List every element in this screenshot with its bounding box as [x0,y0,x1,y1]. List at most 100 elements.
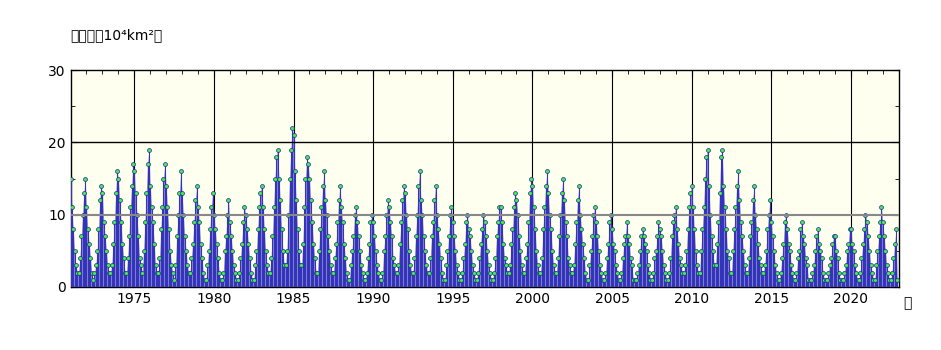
Point [559,233,574,239]
Point [185,241,200,246]
Point [587,205,602,210]
Point [629,277,644,282]
Point [449,262,464,268]
Point [726,248,741,254]
Point [425,219,440,225]
Point [215,270,231,275]
Point [409,212,424,217]
Point [582,262,597,268]
Point [245,277,260,282]
Point [244,270,259,275]
Point [500,270,515,275]
Point [250,226,265,232]
Point [764,219,779,225]
Point [803,277,818,282]
Point [529,248,544,254]
Point [373,277,388,282]
Point [847,262,862,268]
Point [312,226,327,232]
Point [487,255,502,261]
Point [454,277,469,282]
Point [231,270,247,275]
Point [136,248,152,254]
Point [885,270,900,275]
Point [530,262,545,268]
Point [858,212,873,217]
Point [539,168,554,174]
Point [509,197,524,203]
Point [367,233,382,239]
Point [616,241,631,246]
Point [444,205,459,210]
Point [357,277,372,282]
Point [720,248,735,254]
Point [656,262,671,268]
Point [484,277,499,282]
Point [218,233,233,239]
Point [638,241,653,246]
Point [591,248,606,254]
Point [890,277,905,282]
Point [669,226,684,232]
Point [173,168,188,174]
Point [160,205,175,210]
Point [95,190,110,196]
Point [746,183,761,189]
Point [694,226,710,232]
Point [522,190,537,196]
Point [813,248,828,254]
Point [228,270,243,275]
Point [485,277,500,282]
Point [493,205,508,210]
Point [758,248,774,254]
Point [298,176,313,181]
Point [88,262,104,268]
Point [326,270,341,275]
Point [807,248,822,254]
Point [642,270,657,275]
Point [120,255,136,261]
Point [393,219,408,225]
Point [499,262,514,268]
Point [659,277,674,282]
Point [690,262,705,268]
Point [817,277,832,282]
Point [122,205,137,210]
Point [685,205,700,210]
Point [623,255,638,261]
Point [105,241,120,246]
Point [219,212,234,217]
Point [180,262,195,268]
Point [152,255,167,261]
Point [665,219,680,225]
Point [67,248,82,254]
Point [518,255,534,261]
Point [683,190,698,196]
Point [619,219,634,225]
Point [76,190,91,196]
Point [630,270,645,275]
Point [555,176,570,181]
Point [72,255,88,261]
Point [684,183,699,189]
Point [429,212,444,217]
Point [287,168,302,174]
Point [465,262,480,268]
Point [115,241,130,246]
Point [721,255,736,261]
Point [759,226,774,232]
Point [137,219,152,225]
Point [758,262,773,268]
Point [166,270,181,275]
Point [121,233,136,239]
Point [277,262,292,268]
Point [86,277,101,282]
Point [322,248,337,254]
Point [163,248,178,254]
Point [347,212,362,217]
Point [586,212,601,217]
Point [351,233,366,239]
Point [610,270,625,275]
Point [507,190,522,196]
Point [694,248,709,254]
